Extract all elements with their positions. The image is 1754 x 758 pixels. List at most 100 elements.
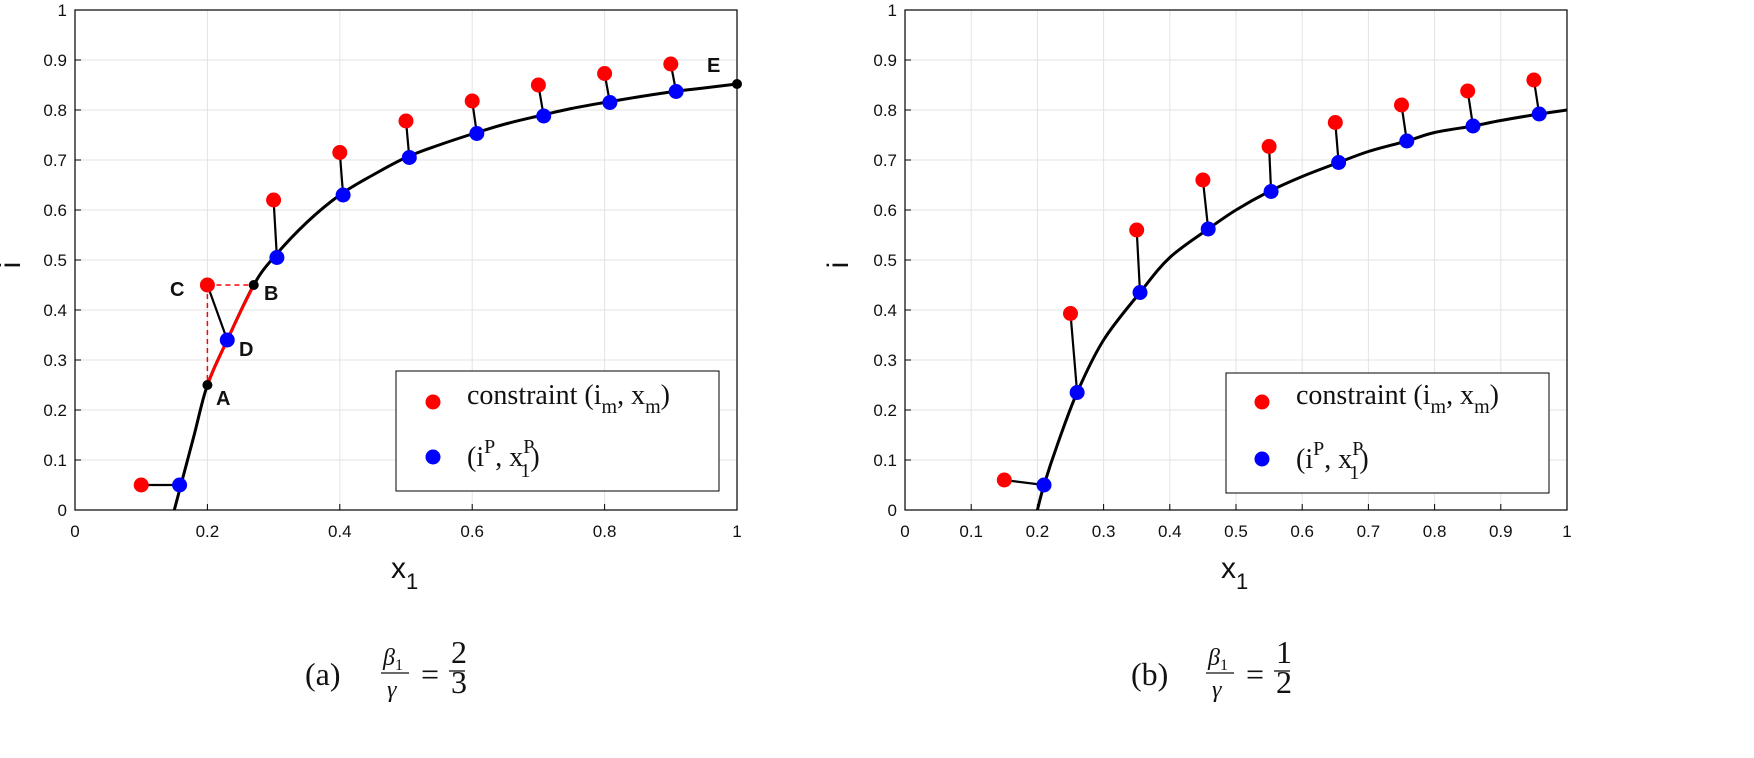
point-marker-b [248,280,259,290]
legend-constraint-label-b: constraint (im, xm) [1296,380,1499,418]
y-tick-label-b-10: 1 [888,1,897,20]
x-tick-label-b-10: 1 [1562,522,1571,541]
caption-b: (b) β1 γ = 1 2 [1131,634,1292,703]
x-tick-label-b-6: 0.6 [1290,522,1314,541]
y-tick-label-b-4: 0.4 [873,301,897,320]
markers-b [996,72,1547,493]
constraint-point-a-3 [332,145,348,160]
caption-eq-b: = [1246,656,1264,692]
point-label-e: E [707,55,720,77]
constraint-point-b-5 [1327,115,1343,130]
y-tick-label-a-7: 0.7 [43,151,67,170]
caption-den-a: γ [387,677,397,703]
caption-frac-den-b: 2 [1276,664,1292,700]
y-axis-label-a: i [0,262,27,269]
constraint-point-b-4 [1261,139,1277,154]
legend-box-b [1225,372,1550,494]
constraint-point-b-1 [1063,306,1078,321]
constraint-point-a-0 [133,477,149,493]
x-tick-label-a-0: 0 [70,522,79,541]
ticks-b: 0 0.1 0.2 0.3 0.4 0.5 0.6 0.7 0.8 0.9 1 0 0.1 0.2 0.3 0… [873,1,1571,541]
x-axis-label-b: x1 [1221,552,1248,594]
caption-num-a: β1 [382,645,403,674]
y-tick-label-a-8: 0.8 [43,101,67,120]
constraint-point-a-1 [199,277,215,293]
y-tick-label-b-8: 0.8 [873,101,897,120]
constraint-point-b-3 [1195,172,1211,188]
constraint-point-b-8 [1526,72,1542,88]
projection-line-b-3 [1201,179,1210,230]
x-tick-label-b-9: 0.9 [1489,522,1513,541]
caption-frac-den-a: 3 [451,664,467,700]
projection-point-b-5 [1331,155,1347,170]
y-tick-label-b-7: 0.7 [873,151,897,170]
x-tick-label-b-2: 0.2 [1026,522,1050,541]
projection-line-a-1 [206,284,229,341]
constraint-point-a-4 [398,113,414,129]
chart-panel-a: 0 0.2 0.4 0.6 0.8 1 0 0.1 0.2 0.3 0.4 0.5 0.6 0.7 0.8 0… [0,1,742,703]
legend-constraint-marker-a [425,394,441,410]
projection-point-b-0 [1036,477,1052,493]
x-tick-label-b-3: 0.3 [1092,522,1116,541]
x-tick-label-b-8: 0.8 [1423,522,1447,541]
projection-point-a-7 [602,95,618,110]
y-tick-label-b-9: 0.9 [873,51,897,70]
legend-constraint-marker-b [1254,394,1270,410]
caption-den-b: γ [1212,677,1222,703]
x-tick-label-b-1: 0.1 [959,522,983,541]
caption-prefix-a: (a) [305,656,341,692]
x-tick-label-b-4: 0.4 [1158,522,1182,541]
constraint-point-b-0 [996,472,1012,488]
x-tick-label-a-1: 0.2 [196,522,220,541]
point-label-d: D [239,339,253,361]
x-tick-label-a-3: 0.6 [460,522,484,541]
projection-line-b-2 [1135,229,1142,293]
projection-point-a-1 [219,332,235,348]
constraint-point-a-5 [464,93,480,109]
point-label-c: C [170,279,184,301]
y-tick-label-b-5: 0.5 [873,251,897,270]
y-tick-label-b-6: 0.6 [873,201,897,220]
projection-line-b-4 [1268,146,1273,192]
y-tick-label-a-3: 0.3 [43,351,67,370]
legend-projection-label-b: (iP, xP 1) [1296,438,1369,484]
caption-a: (a) β1 γ = 2 3 [305,634,467,703]
projection-point-a-6 [536,108,552,124]
y-tick-label-a-1: 0.1 [43,451,67,470]
legend-projection-marker-a [425,449,441,465]
y-tick-label-a-4: 0.4 [43,301,67,320]
projection-point-a-2 [269,250,285,265]
projection-line-b-1 [1069,313,1079,393]
x-tick-label-b-7: 0.7 [1357,522,1381,541]
x-tick-label-a-4: 0.8 [593,522,617,541]
caption-prefix-b: (b) [1131,656,1168,692]
legend-projection-label-a: (iP, xP 1) [467,436,540,482]
constraint-point-b-6 [1394,97,1409,113]
y-tick-label-b-2: 0.2 [873,401,897,420]
projection-point-b-8 [1531,106,1547,122]
projection-point-a-0 [172,477,188,493]
x-tick-label-b-0: 0 [900,522,909,541]
y-tick-label-a-10: 1 [58,1,67,20]
projection-point-b-1 [1069,385,1085,400]
caption-eq-a: = [421,656,439,692]
y-tick-label-b-0: 0 [888,501,897,520]
y-tick-label-a-2: 0.2 [43,401,67,420]
projection-point-a-5 [469,126,485,141]
projection-point-b-2 [1132,285,1148,300]
y-tick-label-b-3: 0.3 [873,351,897,370]
constraint-point-a-8 [663,56,679,72]
x-tick-label-b-5: 0.5 [1224,522,1248,541]
y-axis-label-b: i [822,262,855,269]
projection-point-b-7 [1465,118,1481,134]
y-tick-label-b-1: 0.1 [873,451,897,470]
projection-point-b-3 [1200,221,1216,237]
x-axis-label-a: x1 [391,552,418,594]
point-marker-a [202,380,213,390]
constraint-point-b-7 [1460,83,1476,99]
legend-box-a [395,370,720,492]
projection-point-a-4 [401,150,417,165]
legend-a: constraint (im, xm) (iP, xP 1) [395,370,720,492]
constraint-point-a-2 [266,192,282,208]
